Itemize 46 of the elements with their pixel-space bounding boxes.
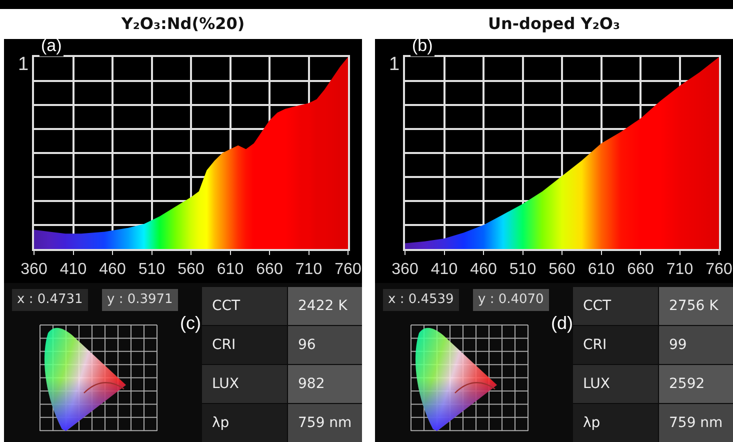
x-tick-label: 660 — [256, 261, 283, 278]
text: LUX — [202, 365, 287, 403]
text: (b) — [412, 36, 433, 55]
x-tick-label: 560 — [548, 261, 576, 278]
chart-title: Un-doped Y₂O₃ — [488, 14, 620, 33]
x-tick-label: 610 — [588, 261, 615, 278]
x-tick-label: 710 — [295, 261, 322, 278]
text: λp — [573, 404, 658, 442]
text: CRI — [202, 326, 287, 364]
text: 2592 — [659, 365, 733, 403]
text: CCT — [202, 287, 287, 325]
text: λp — [202, 404, 287, 442]
text: 982 — [288, 365, 362, 403]
text: x : 0.4731 — [12, 289, 88, 311]
text: y : 0.4070 — [473, 289, 549, 311]
text: 1 — [18, 54, 29, 75]
text: 2422 K — [288, 287, 362, 325]
x-tick-label: 360 — [20, 261, 48, 278]
x-tick-label: 660 — [627, 261, 654, 278]
text: 759 nm — [659, 404, 733, 442]
x-tick-label: 410 — [60, 261, 87, 278]
x-tick-label: 410 — [430, 261, 458, 278]
text: x : 0.4539 — [383, 289, 459, 311]
x-tick-label: 760 — [334, 261, 362, 278]
x-tick-label: 610 — [216, 261, 244, 278]
text: y : 0.3971 — [102, 289, 178, 311]
text: (a) — [41, 36, 62, 55]
chart-title: Y₂O₃:Nd(%20) — [121, 14, 245, 33]
x-tick-label: 760 — [706, 261, 732, 278]
x-tick-label: 360 — [392, 261, 418, 278]
x-tick-label: 460 — [470, 261, 497, 278]
text: 99 — [659, 326, 733, 364]
text: 1 — [389, 54, 400, 75]
x-tick-label: 510 — [509, 261, 536, 278]
x-tick-label: 510 — [138, 261, 166, 278]
text: LUX — [573, 365, 658, 403]
x-tick-label: 460 — [99, 261, 126, 278]
text: CCT — [573, 287, 658, 325]
x-tick-label: 560 — [178, 261, 204, 278]
x-tick-label: 710 — [666, 261, 694, 278]
text: 96 — [288, 326, 362, 364]
text: (d) — [551, 313, 573, 334]
text: 759 nm — [288, 404, 362, 442]
text: CRI — [573, 326, 658, 364]
text: 2756 K — [659, 287, 733, 325]
text: (c) — [180, 313, 201, 334]
